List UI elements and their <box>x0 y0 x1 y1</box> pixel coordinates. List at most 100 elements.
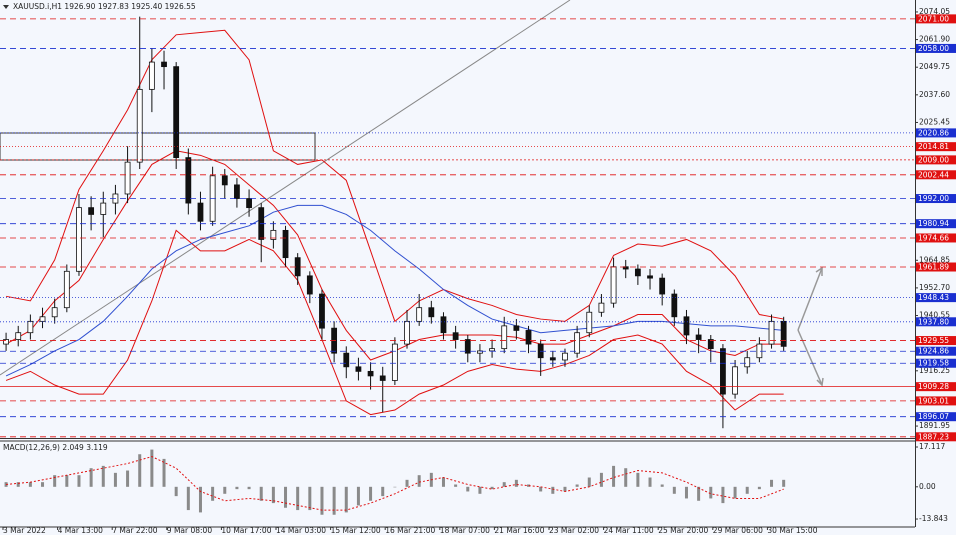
candle-body <box>464 339 471 354</box>
x-tick-label: 10 Mar 17:00 <box>221 526 271 535</box>
candle-body <box>15 332 22 340</box>
candle-body <box>185 157 192 204</box>
macd-bar <box>478 486 482 494</box>
x-tick-label: 18 Mar 07:00 <box>440 526 490 535</box>
candle-body <box>379 375 386 381</box>
price-tag-label: 2014.81 <box>918 142 949 151</box>
candle-body <box>343 352 350 368</box>
macd-bar <box>211 486 215 501</box>
price-tag <box>916 432 956 442</box>
candle-body <box>51 307 58 318</box>
price-tag <box>916 219 956 229</box>
candle-body <box>355 366 362 372</box>
candle-body <box>27 320 34 334</box>
y-tick-label: 2025.45 <box>919 117 950 126</box>
candle-body <box>124 161 131 195</box>
macd-bar <box>247 486 251 490</box>
candle-body <box>282 229 289 259</box>
price-tag <box>916 155 956 165</box>
candle-body <box>525 330 532 345</box>
price-tag-label: 1903.01 <box>918 396 949 405</box>
candle-body <box>391 343 398 381</box>
macd-bar <box>502 482 506 487</box>
y-tick-label: 2061.90 <box>919 35 950 44</box>
macd-bar <box>672 486 676 494</box>
macd-bar <box>733 486 737 499</box>
price-tag-label: 2058.00 <box>918 44 949 53</box>
candle-body <box>3 339 9 345</box>
price-tag-label: 1948.43 <box>918 293 949 302</box>
candle-body <box>707 339 714 350</box>
price-tag-label: 1887.23 <box>918 432 949 441</box>
x-tick-label: 4 Mar 13:00 <box>58 526 104 535</box>
candle-body <box>416 307 423 322</box>
candle-body <box>598 302 605 313</box>
price-tag <box>916 233 956 243</box>
price-tag <box>916 317 956 327</box>
macd-bar <box>186 486 190 511</box>
candle-body <box>246 198 252 209</box>
indicator-line <box>5 150 784 361</box>
macd-bar <box>575 484 579 487</box>
price-tag-label: 2071.00 <box>918 14 949 23</box>
candle-body <box>63 270 70 309</box>
x-tick-label: 15 Mar 12:00 <box>331 526 381 535</box>
candle-body <box>647 275 653 279</box>
candle-body <box>513 325 520 331</box>
macd-bar <box>381 486 385 497</box>
price-tag-label: 2020.86 <box>918 128 949 137</box>
macd-bar <box>539 486 543 492</box>
macd-bar <box>745 486 749 494</box>
candle-body <box>270 229 277 240</box>
macd-bar <box>162 458 166 487</box>
candle-body <box>319 293 325 329</box>
candle-body <box>720 348 726 395</box>
macd-bar <box>16 482 20 487</box>
macd-bar <box>28 482 32 487</box>
macd-bar <box>514 479 518 487</box>
candle-body <box>221 175 228 186</box>
macd-bar <box>138 454 142 487</box>
price-tag <box>916 382 956 392</box>
candle-body <box>136 88 143 163</box>
macd-bar <box>527 484 531 487</box>
macd-bar <box>587 477 591 487</box>
price-tag <box>916 128 956 138</box>
menu-icon <box>3 5 9 9</box>
y-tick-label: 2037.60 <box>919 90 950 99</box>
macd-bar <box>89 468 93 487</box>
candle-body <box>489 348 495 352</box>
macd-bar <box>296 486 300 511</box>
indicator-line <box>5 204 784 377</box>
macd-bar <box>53 475 57 487</box>
x-tick-label: 9 Mar 08:00 <box>167 526 213 535</box>
macd-bar <box>490 486 494 490</box>
candle-body <box>39 316 46 322</box>
macd-bar <box>65 475 69 487</box>
macd-bar <box>636 472 640 487</box>
candle-body <box>428 307 435 318</box>
price-tag-label: 1974.66 <box>918 233 949 242</box>
candle-body <box>306 275 313 295</box>
macd-bar <box>77 475 81 487</box>
y-tick-label: 17.117 <box>919 442 945 451</box>
x-tick-label: 24 Mar 11:00 <box>604 526 654 535</box>
macd-bar <box>770 479 774 487</box>
candle-body <box>234 184 240 199</box>
candle-body <box>659 277 666 295</box>
macd-bar <box>697 486 701 501</box>
macd-bar <box>441 477 445 487</box>
candle-body <box>197 202 204 222</box>
x-tick-label: 30 Mar 15:00 <box>767 526 817 535</box>
macd-bar <box>113 472 117 487</box>
macd-bar <box>332 486 336 515</box>
macd-bar <box>721 486 725 504</box>
y-tick-label: 2049.75 <box>919 62 950 71</box>
macd-bar <box>454 484 458 487</box>
price-tag <box>916 142 956 152</box>
symbol-header: XAUUSD.i,H1 1926.90 1927.83 1925.40 1926… <box>13 2 196 11</box>
candle-body <box>671 293 678 318</box>
candle-body <box>695 334 702 340</box>
arrow-head <box>815 266 823 276</box>
